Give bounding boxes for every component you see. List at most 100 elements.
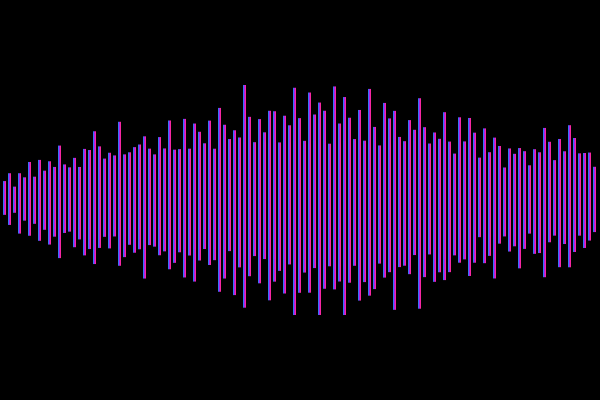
- waveform-bar: [448, 141, 451, 273]
- waveform-bar: [463, 141, 466, 260]
- waveform-bar: [578, 153, 581, 236]
- waveform-bar: [478, 157, 481, 238]
- waveform-bar: [428, 143, 431, 255]
- waveform-bar: [318, 102, 321, 316]
- waveform-bar: [18, 173, 21, 234]
- waveform-bar: [248, 116, 251, 277]
- waveform-bar: [188, 148, 191, 256]
- waveform-bar: [68, 167, 71, 232]
- waveform-bar: [583, 153, 586, 248]
- waveform-bar: [333, 86, 336, 290]
- waveform-bar: [298, 118, 301, 293]
- waveform-bar: [153, 154, 156, 247]
- waveform-bar: [458, 117, 461, 263]
- waveform-bar: [348, 117, 351, 283]
- waveform-bar-group: [3, 85, 596, 316]
- waveform-bar: [573, 138, 576, 252]
- waveform-bar: [358, 109, 361, 301]
- waveform-bar: [498, 145, 501, 244]
- waveform-bar: [43, 170, 46, 230]
- waveform-bar: [363, 140, 366, 283]
- waveform-bar: [138, 144, 141, 250]
- waveform-bar: [123, 154, 126, 258]
- waveform-bar: [233, 130, 236, 296]
- waveform-bar: [148, 148, 151, 246]
- waveform-bar: [493, 137, 496, 279]
- waveform-bar: [78, 166, 81, 240]
- waveform-bar: [8, 173, 11, 225]
- waveform-bar: [398, 136, 401, 268]
- waveform-bar: [238, 137, 241, 268]
- waveform-bar: [58, 145, 61, 259]
- waveform-bar: [313, 114, 316, 269]
- waveform-bar: [408, 120, 411, 275]
- waveform-bar: [328, 143, 331, 267]
- waveform-bar: [588, 152, 591, 241]
- waveform-bar: [213, 148, 216, 261]
- waveform-bar: [473, 132, 476, 263]
- waveform-bar: [93, 131, 96, 265]
- waveform-bar: [33, 176, 36, 224]
- waveform-bar: [163, 148, 166, 252]
- waveform-bar: [553, 160, 556, 236]
- waveform-bar: [388, 118, 391, 273]
- waveform-bar: [543, 127, 546, 278]
- waveform-bar: [103, 158, 106, 237]
- waveform-bar: [403, 141, 406, 266]
- waveform-bar: [343, 97, 346, 315]
- waveform-bar: [178, 149, 181, 253]
- waveform-bar: [118, 121, 121, 266]
- waveform-bar: [283, 115, 286, 294]
- waveform-bar: [353, 139, 356, 266]
- waveform-bar: [208, 120, 211, 266]
- waveform-bar: [13, 186, 16, 213]
- waveform-bar: [378, 145, 381, 264]
- waveform-bar: [303, 140, 306, 273]
- waveform-bar: [568, 125, 571, 268]
- waveform-bar: [338, 123, 341, 282]
- waveform-bar: [593, 166, 596, 233]
- waveform-bar: [533, 149, 536, 254]
- waveform-bar: [273, 111, 276, 282]
- waveform-bar: [48, 161, 51, 245]
- waveform-bar: [528, 165, 531, 234]
- waveform-bar: [253, 142, 256, 257]
- waveform-bar: [488, 152, 491, 256]
- waveform-bar: [308, 92, 311, 293]
- waveform-bar: [438, 138, 441, 273]
- waveform-bar: [423, 127, 426, 278]
- waveform-bar: [468, 117, 471, 276]
- waveform-bar: [243, 85, 246, 308]
- waveform-bar: [383, 102, 386, 278]
- waveform-bar: [508, 148, 511, 252]
- waveform-bar: [293, 87, 296, 315]
- waveform-bar: [143, 136, 146, 279]
- waveform-bar: [558, 138, 561, 268]
- waveform-bar: [483, 128, 486, 264]
- waveform-bar: [98, 146, 101, 248]
- waveform-bar: [373, 126, 376, 290]
- waveform-bar: [193, 123, 196, 282]
- waveform-bar: [63, 164, 66, 233]
- waveform-bar: [198, 131, 201, 261]
- waveform-bar: [258, 119, 261, 284]
- waveform-bar: [38, 159, 41, 241]
- waveform-bar: [433, 132, 436, 282]
- waveform-bar: [223, 124, 226, 279]
- waveform-bar: [28, 161, 31, 236]
- waveform-bar: [53, 166, 56, 237]
- waveform-bar: [73, 157, 76, 248]
- waveform-bar: [443, 112, 446, 281]
- waveform-bar: [108, 152, 111, 249]
- waveform-bar: [513, 153, 516, 247]
- waveform-bar: [203, 143, 206, 250]
- waveform-bar: [523, 151, 526, 249]
- waveform-bar: [278, 142, 281, 271]
- waveform-bar: [548, 141, 551, 243]
- waveform-bar: [158, 137, 161, 256]
- waveform-bar: [288, 125, 291, 265]
- waveform-bar: [418, 98, 421, 309]
- waveform-bar: [173, 149, 176, 263]
